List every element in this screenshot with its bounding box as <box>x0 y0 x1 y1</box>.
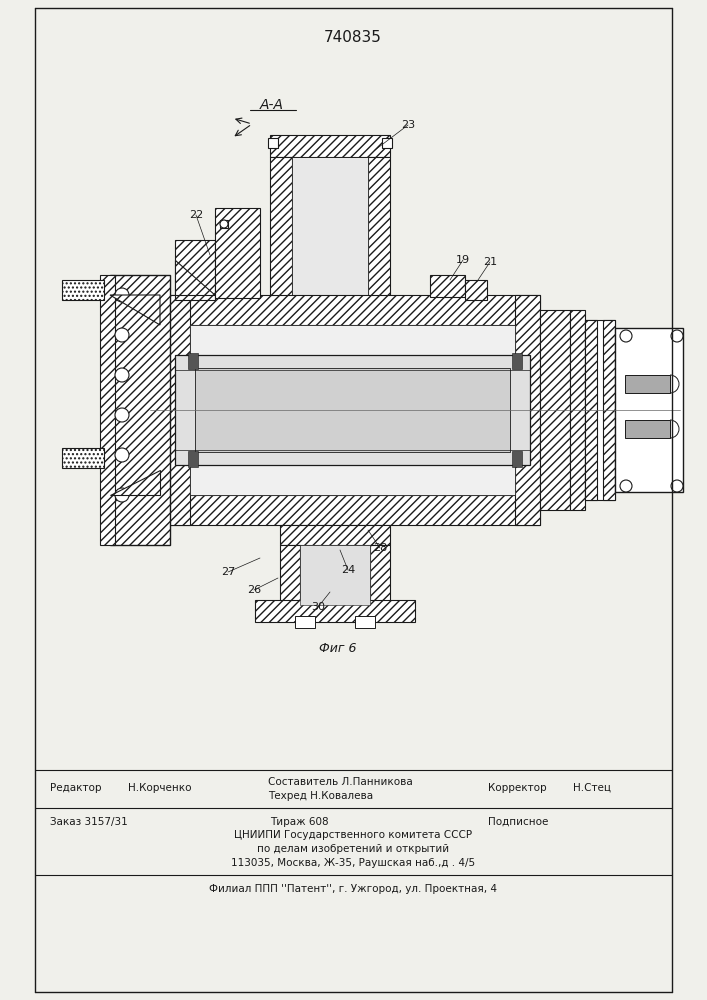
Circle shape <box>115 368 129 382</box>
Bar <box>280 525 390 545</box>
Text: Тираж 608: Тираж 608 <box>270 817 329 827</box>
Polygon shape <box>110 470 160 495</box>
Bar <box>195 368 510 452</box>
Circle shape <box>671 330 683 342</box>
Bar <box>175 240 215 300</box>
Circle shape <box>115 408 129 422</box>
Text: 22: 22 <box>189 210 203 220</box>
Text: 28: 28 <box>373 543 387 553</box>
Bar <box>165 495 540 525</box>
Circle shape <box>620 330 632 342</box>
Bar <box>370 545 390 605</box>
Polygon shape <box>110 295 160 325</box>
Text: Составитель Л.Панникова: Составитель Л.Панникова <box>268 777 413 787</box>
Bar <box>190 325 515 495</box>
Text: 21: 21 <box>483 257 497 267</box>
Bar <box>615 328 683 492</box>
Bar <box>515 295 540 525</box>
Text: 23: 23 <box>401 120 415 130</box>
Text: Подписное: Подписное <box>488 817 549 827</box>
Circle shape <box>220 220 228 228</box>
Bar <box>280 545 300 605</box>
Polygon shape <box>175 260 215 295</box>
Bar <box>465 280 487 300</box>
Circle shape <box>671 480 683 492</box>
Text: 19: 19 <box>456 255 470 265</box>
Bar <box>165 295 540 325</box>
Circle shape <box>115 448 129 462</box>
Bar <box>215 208 260 298</box>
Text: Корректор: Корректор <box>488 783 547 793</box>
Bar <box>175 355 530 465</box>
Bar <box>625 375 670 393</box>
Bar <box>382 138 392 148</box>
Circle shape <box>115 488 129 502</box>
Bar <box>268 138 278 148</box>
Bar <box>188 451 198 467</box>
Bar <box>512 451 522 467</box>
Circle shape <box>115 328 129 342</box>
Bar <box>512 353 522 369</box>
Text: Н.Корченко: Н.Корченко <box>128 783 192 793</box>
Text: Филиал ППП ''Патент'', г. Ужгород, ул. Проектная, 4: Филиал ППП ''Патент'', г. Ужгород, ул. П… <box>209 884 497 894</box>
Text: 30: 30 <box>311 602 325 612</box>
Text: 24: 24 <box>341 565 355 575</box>
Bar <box>368 157 390 297</box>
Text: 26: 26 <box>247 585 261 595</box>
Bar <box>270 135 390 157</box>
Text: Редактор: Редактор <box>50 783 102 793</box>
Circle shape <box>620 480 632 492</box>
Bar <box>570 310 585 510</box>
Text: 740835: 740835 <box>324 30 382 45</box>
Text: Техред Н.Ковалева: Техред Н.Ковалева <box>268 791 373 801</box>
Text: Н.Стец: Н.Стец <box>573 783 611 793</box>
Bar <box>292 157 368 297</box>
Circle shape <box>115 288 129 302</box>
Bar <box>603 320 615 500</box>
Bar <box>62 280 104 300</box>
Text: А-А: А-А <box>260 98 284 112</box>
Bar <box>100 275 115 545</box>
Bar <box>540 310 570 510</box>
Bar <box>110 275 170 545</box>
Text: ЦНИИПИ Государственного комитета СССР: ЦНИИПИ Государственного комитета СССР <box>234 830 472 840</box>
Bar <box>165 295 190 525</box>
Bar <box>62 448 104 468</box>
Bar <box>295 616 315 628</box>
Text: Заказ 3157/31: Заказ 3157/31 <box>50 817 128 827</box>
Bar <box>430 275 465 297</box>
Bar <box>188 353 198 369</box>
Bar <box>255 600 415 622</box>
Text: Фиг 6: Фиг 6 <box>320 642 357 654</box>
Text: по делам изобретений и открытий: по делам изобретений и открытий <box>257 844 449 854</box>
Bar <box>300 545 370 605</box>
Bar <box>585 320 615 500</box>
Bar <box>355 616 375 628</box>
Bar <box>220 220 228 228</box>
Bar <box>270 157 292 297</box>
Bar <box>585 320 597 500</box>
Text: 27: 27 <box>221 567 235 577</box>
Bar <box>625 420 670 438</box>
Text: 113035, Москва, Ж-35, Раушская наб.,д . 4/5: 113035, Москва, Ж-35, Раушская наб.,д . … <box>231 858 475 868</box>
